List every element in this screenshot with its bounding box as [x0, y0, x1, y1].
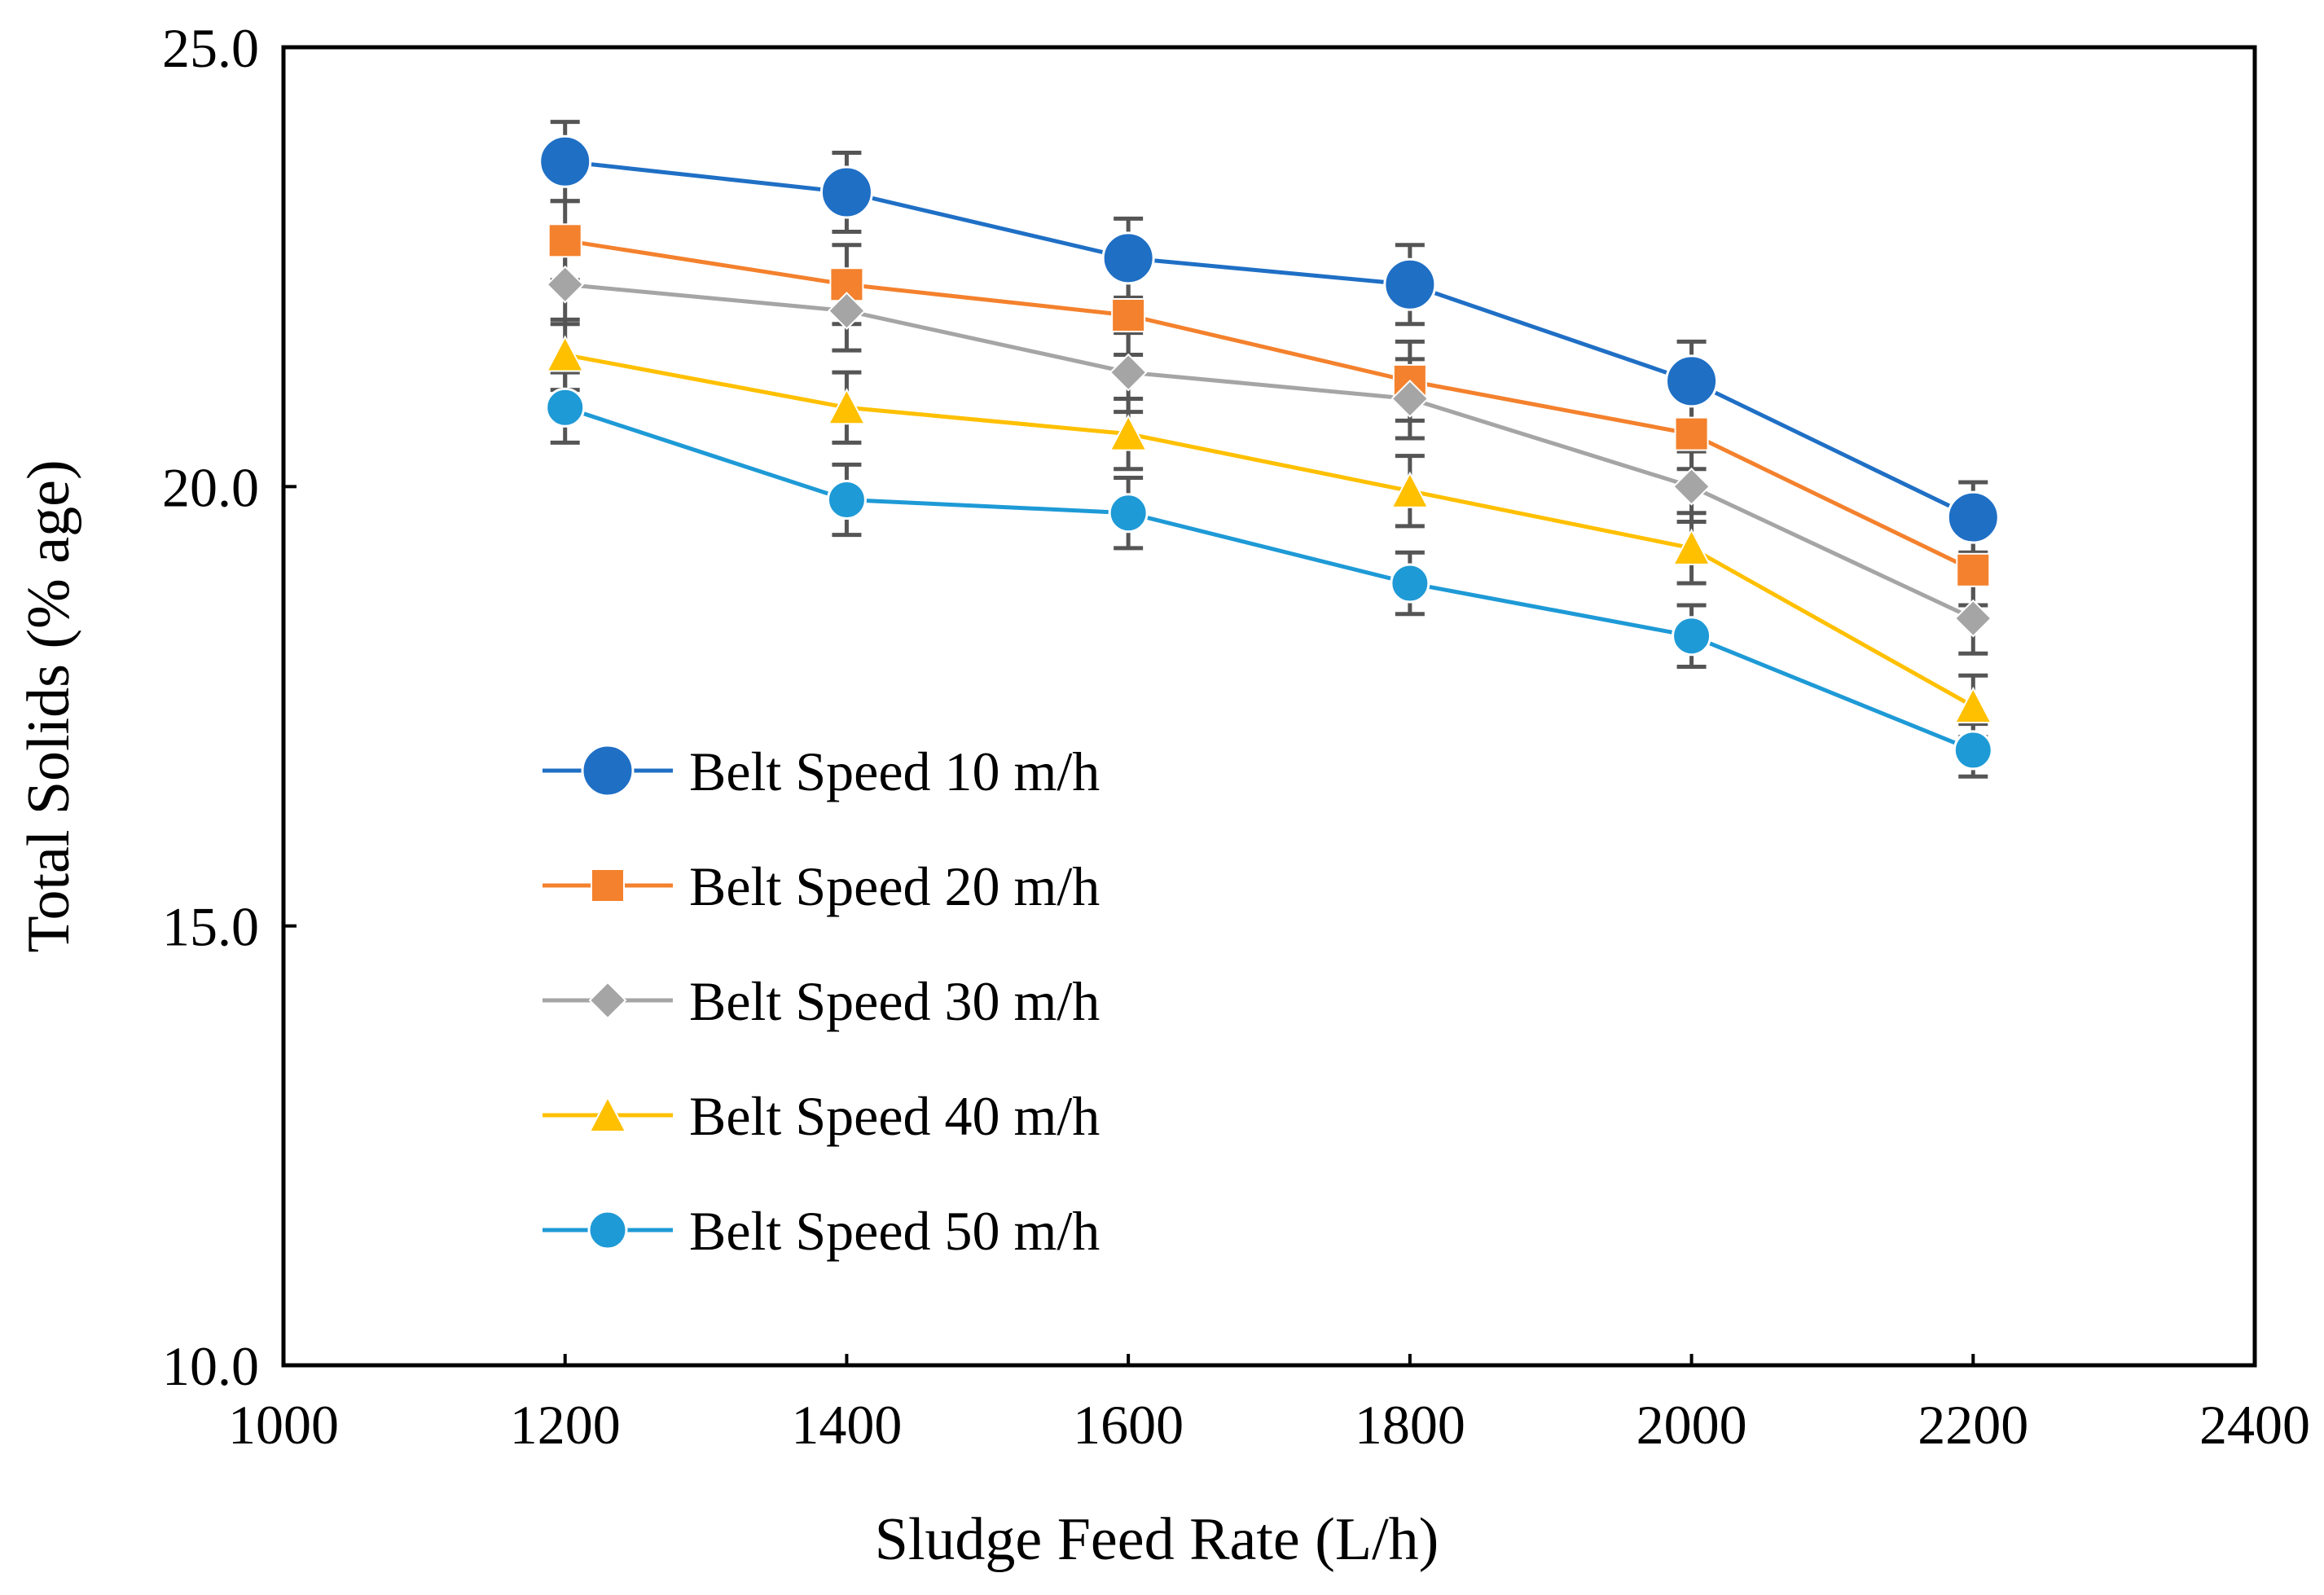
x-tick-label: 1800: [1355, 1394, 1465, 1456]
data-point: [545, 387, 586, 428]
data-point: [828, 292, 866, 331]
series-line: [565, 238, 1975, 573]
data-markers: [538, 134, 2000, 771]
series-line: [565, 353, 1975, 709]
data-point: [1665, 354, 1719, 408]
y-axis-title: Total Solids (% age): [15, 459, 82, 952]
data-point: [1108, 493, 1149, 534]
series-line: [565, 282, 1975, 621]
x-tick-label: 2000: [1636, 1394, 1747, 1456]
data-point: [1946, 490, 2000, 544]
legend-item: Belt Speed 50 m/h: [543, 1200, 1100, 1262]
data-point: [1109, 353, 1148, 392]
legend-label: Belt Speed 30 m/h: [689, 970, 1100, 1032]
data-point: [1101, 231, 1155, 285]
series-lines: [564, 159, 1975, 753]
legend-marker: [588, 1095, 627, 1132]
data-point: [827, 388, 867, 425]
legend: Belt Speed 10 m/h Belt Speed 20 m/h Belt S…: [543, 740, 1100, 1262]
data-point: [1956, 552, 1991, 587]
data-point: [1953, 599, 1992, 638]
legend-label: Belt Speed 40 m/h: [689, 1085, 1100, 1147]
plot-area: [281, 45, 2257, 1368]
data-point: [1674, 416, 1709, 451]
data-point: [819, 165, 873, 219]
x-tick-label: 2200: [1918, 1394, 2028, 1456]
legend-marker: [587, 1210, 628, 1250]
x-axis-ticks: 1000 1200 1400 1600 1800 2000 2200 2400: [228, 1354, 2310, 1456]
x-tick-label: 1600: [1073, 1394, 1184, 1456]
legend-label: Belt Speed 20 m/h: [689, 855, 1100, 917]
data-point: [546, 335, 585, 372]
legend-marker: [581, 744, 635, 798]
legend-marker: [591, 868, 625, 903]
data-point: [1672, 467, 1711, 506]
series-line: [564, 405, 1975, 753]
x-tick-label: 2400: [2199, 1394, 2310, 1456]
data-point: [547, 223, 582, 258]
data-point: [1672, 528, 1711, 565]
legend-item: Belt Speed 10 m/h: [543, 740, 1100, 802]
data-point: [826, 480, 867, 521]
data-point: [1109, 414, 1148, 451]
data-point: [1953, 686, 1992, 723]
x-axis-title: Sludge Feed Rate (L/h): [875, 1506, 1439, 1573]
x-tick-label: 1400: [791, 1394, 902, 1456]
y-tick-label: 10.0: [162, 1335, 259, 1397]
data-point: [1953, 730, 1993, 771]
data-point: [1390, 563, 1430, 604]
legend-label: Belt Speed 50 m/h: [689, 1200, 1100, 1262]
legend-marker: [588, 981, 627, 1020]
data-point: [1672, 616, 1712, 657]
data-point: [1383, 257, 1437, 311]
x-tick-label: 1200: [510, 1394, 621, 1456]
legend-item: Belt Speed 20 m/h: [543, 855, 1100, 917]
legend-label: Belt Speed 10 m/h: [689, 740, 1100, 802]
series-line: [565, 159, 1975, 520]
data-point: [1390, 471, 1430, 508]
y-axis-ticks: 10.0 15.0 20.0 25.0: [162, 17, 297, 1397]
data-point: [538, 134, 592, 188]
legend-item: Belt Speed 40 m/h: [543, 1085, 1100, 1147]
data-point: [1390, 380, 1430, 418]
data-point: [546, 265, 585, 304]
legend-item: Belt Speed 30 m/h: [543, 970, 1100, 1032]
x-tick-label: 1000: [228, 1394, 339, 1456]
y-tick-label: 20.0: [162, 456, 259, 518]
data-point: [1111, 297, 1146, 332]
y-tick-label: 15.0: [162, 896, 259, 958]
y-tick-label: 25.0: [162, 17, 259, 79]
